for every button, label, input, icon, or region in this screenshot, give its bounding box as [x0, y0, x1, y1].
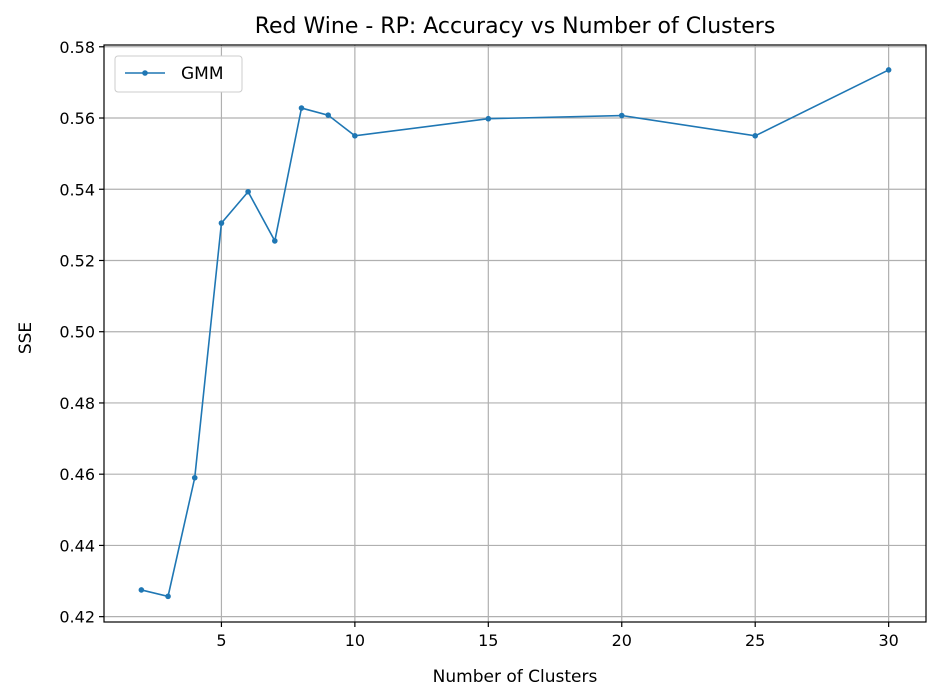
x-tick-label: 15: [478, 631, 498, 650]
x-tick-label: 30: [878, 631, 898, 650]
data-point-gmm: [298, 105, 305, 111]
legend-box: [114, 55, 243, 93]
data-point-gmm: [885, 67, 892, 73]
y-axis: 0.42 0.44 0.46 0.48 0.50 0.52 0.54 0.56 0.58: [59, 38, 104, 627]
legend-label-gmm: GMM: [181, 64, 224, 84]
grid: [104, 45, 926, 622]
series-line-gmm: [141, 69, 889, 598]
data-point-gmm: [485, 115, 492, 122]
x-tick-label: 20: [612, 631, 632, 650]
plot-area: [138, 67, 892, 600]
y-tick-label: 0.50: [59, 323, 95, 342]
data-point-gmm: [752, 133, 758, 139]
y-tick-label: 0.44: [59, 536, 95, 555]
x-axis: 5 10 15 20 25 30: [216, 622, 899, 650]
data-point-gmm: [218, 220, 225, 226]
y-axis-label: SSE: [16, 322, 36, 354]
legend: GMM: [114, 55, 243, 93]
data-point-gmm: [618, 112, 625, 119]
y-tick-label: 0.42: [59, 608, 95, 627]
x-tick-label: 10: [345, 631, 365, 650]
data-point-gmm: [352, 133, 358, 139]
data-point-gmm: [138, 587, 145, 593]
y-tick-label: 0.54: [59, 180, 95, 199]
y-tick-label: 0.52: [59, 251, 95, 270]
y-tick-label: 0.46: [59, 465, 95, 484]
chart-title: Red Wine - RP: Accuracy vs Number of Clu…: [255, 14, 776, 39]
y-tick-label: 0.56: [59, 109, 95, 128]
y-tick-label: 0.48: [59, 394, 95, 413]
x-tick-label: 5: [216, 631, 226, 650]
data-point-gmm: [191, 474, 198, 481]
plot-frame: [103, 44, 927, 623]
data-point-gmm: [325, 112, 331, 118]
data-point-gmm: [245, 188, 251, 195]
x-axis-label: Number of Clusters: [433, 667, 598, 687]
legend-marker-gmm: [142, 70, 148, 76]
data-point-gmm: [272, 238, 278, 244]
x-tick-label: 25: [745, 631, 765, 650]
data-point-gmm: [165, 593, 171, 600]
y-tick-label: 0.58: [59, 38, 95, 57]
